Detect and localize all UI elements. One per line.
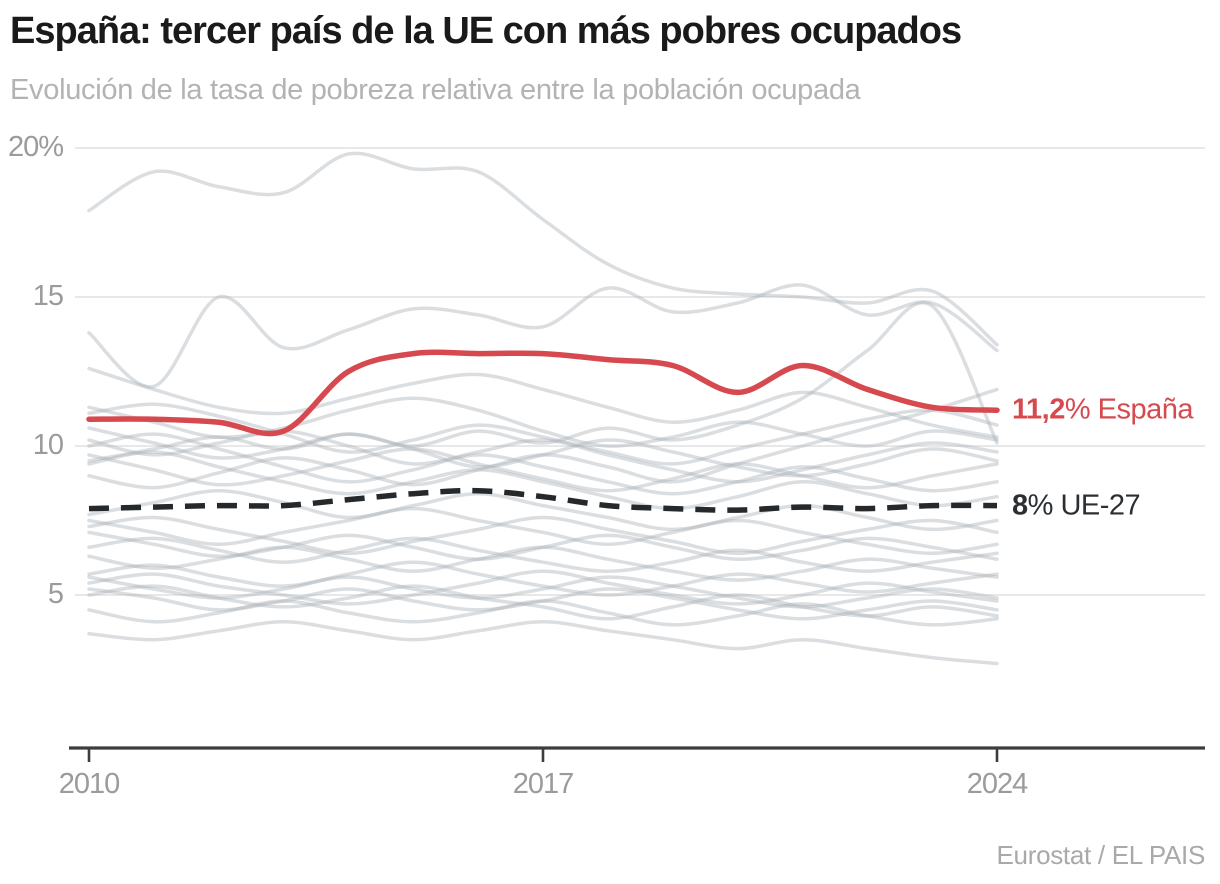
background-country-line	[87, 432, 999, 496]
background-country-line	[87, 515, 999, 556]
y-axis-label: 15	[32, 279, 64, 312]
source-credit: Eurostat / EL PAIS	[996, 840, 1206, 870]
background-country-line	[87, 530, 999, 561]
background-country-line	[87, 366, 999, 439]
background-country-line	[87, 151, 999, 347]
y-axis-label: 10	[32, 428, 64, 461]
x-axis-label: 2024	[966, 768, 1029, 800]
chart-title: España: tercer país de la UE con más pob…	[10, 10, 962, 52]
ue27-suffix: % UE-27	[1027, 489, 1141, 522]
x-axis-label: 2010	[58, 768, 121, 800]
espana-line	[86, 349, 1000, 437]
background-country-line	[87, 402, 999, 466]
background-country-line	[87, 426, 999, 478]
background-country-line	[87, 536, 999, 573]
background-country-line	[87, 560, 999, 597]
background-country-line	[87, 387, 999, 490]
ue27-line	[88, 487, 998, 513]
background-country-line	[87, 450, 999, 511]
background-country-line	[87, 620, 999, 666]
background-country-line	[87, 396, 999, 448]
espana-series-label: 11,2% España	[1012, 393, 1194, 427]
background-country-line	[87, 545, 999, 582]
ue27-series-label: 8% UE-27	[1012, 489, 1141, 522]
y-axis-label: 5	[47, 577, 64, 610]
espana-suffix: % España	[1064, 393, 1194, 426]
x-axis-label: 2017	[512, 768, 575, 800]
background-country-line	[87, 447, 999, 493]
y-axis-label: 20%	[7, 130, 64, 163]
background-country-line	[87, 283, 999, 389]
background-country-line	[87, 301, 999, 463]
chart-subtitle: Evolución de la tasa de pobreza relativa…	[10, 74, 861, 106]
background-country-line	[87, 587, 999, 621]
background-country-line	[87, 575, 999, 609]
background-country-line	[87, 569, 999, 606]
background-country-line	[87, 599, 999, 627]
background-country-line	[87, 488, 999, 532]
espana-value: 11,2	[1012, 393, 1065, 426]
ue27-value: 8	[1012, 489, 1028, 522]
background-country-line	[87, 429, 999, 484]
background-country-line	[87, 506, 999, 556]
background-country-line	[87, 584, 999, 621]
